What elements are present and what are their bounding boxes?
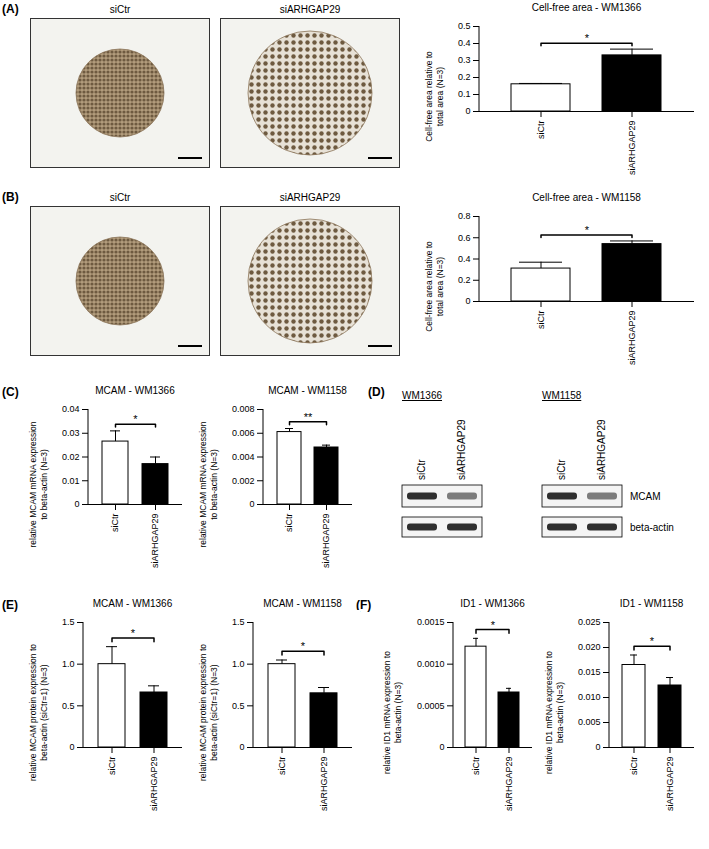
svg-text:siARHGAP29: siARHGAP29 bbox=[150, 514, 160, 569]
html-text:ID1 - WM1158: ID1 - WM1158 bbox=[619, 598, 684, 609]
svg-text:siARHGAP29: siARHGAP29 bbox=[456, 419, 467, 480]
svg-text:0.02: 0.02 bbox=[62, 452, 80, 462]
html-text:MCAM - WM1366: MCAM - WM1366 bbox=[92, 598, 173, 609]
html-text:siCtr: siCtr bbox=[109, 4, 131, 15]
svg-text:1.5: 1.5 bbox=[232, 617, 245, 627]
svg-text:0.8: 0.8 bbox=[458, 211, 471, 221]
html-text:(B): (B) bbox=[2, 190, 19, 204]
svg-text:0.4: 0.4 bbox=[458, 254, 471, 264]
svg-text:*: * bbox=[585, 224, 590, 236]
svg-text:0.5: 0.5 bbox=[62, 701, 75, 711]
svg-text:relative ID1 mRNA expression t: relative ID1 mRNA expression tobeta-acti… bbox=[544, 651, 565, 774]
svg-text:siCtr: siCtr bbox=[107, 757, 117, 776]
svg-text:0.6: 0.6 bbox=[458, 233, 471, 243]
svg-text:0.0015: 0.0015 bbox=[417, 617, 445, 627]
svg-text:**: ** bbox=[304, 411, 313, 423]
svg-text:0.01: 0.01 bbox=[62, 476, 80, 486]
svg-text:0.004: 0.004 bbox=[232, 452, 255, 462]
svg-text:*: * bbox=[133, 413, 138, 425]
svg-text:relative MCAM protein expressi: relative MCAM protein expression tobeta-… bbox=[28, 644, 49, 781]
html-text:(D): (D) bbox=[368, 385, 385, 399]
svg-text:0.0005: 0.0005 bbox=[417, 701, 445, 711]
svg-text:0.1: 0.1 bbox=[458, 89, 471, 99]
svg-text:0: 0 bbox=[465, 106, 470, 116]
svg-text:0: 0 bbox=[439, 742, 444, 752]
svg-text:siARHGAP29: siARHGAP29 bbox=[627, 121, 637, 176]
svg-text:siARHGAP29: siARHGAP29 bbox=[321, 514, 331, 569]
svg-text:0.006: 0.006 bbox=[232, 428, 255, 438]
svg-text:0.002: 0.002 bbox=[232, 476, 255, 486]
svg-text:0: 0 bbox=[69, 742, 74, 752]
svg-text:siARHGAP29: siARHGAP29 bbox=[665, 757, 675, 812]
svg-text:*: * bbox=[650, 635, 655, 647]
svg-text:*: * bbox=[131, 627, 136, 639]
html-text:Cell-free area - WM1158: Cell-free area - WM1158 bbox=[532, 192, 641, 203]
svg-text:relative MCAM mRNA expressiont: relative MCAM mRNA expressionto beta-act… bbox=[198, 421, 219, 547]
svg-text:0.04: 0.04 bbox=[62, 404, 80, 414]
svg-text:siCtr: siCtr bbox=[110, 514, 120, 533]
html-text:(C): (C) bbox=[2, 385, 19, 399]
html-text:ID1 - WM1366: ID1 - WM1366 bbox=[460, 598, 525, 609]
svg-text:0.03: 0.03 bbox=[62, 428, 80, 438]
svg-text:siCtr: siCtr bbox=[536, 311, 546, 330]
svg-text:siARHGAP29: siARHGAP29 bbox=[504, 757, 514, 812]
svg-text:0.2: 0.2 bbox=[458, 72, 471, 82]
svg-text:siCtr: siCtr bbox=[284, 514, 294, 533]
svg-text:siARHGAP29: siARHGAP29 bbox=[149, 757, 159, 812]
svg-text:0: 0 bbox=[595, 742, 600, 752]
svg-text:0.0010: 0.0010 bbox=[417, 659, 445, 669]
html-text:MCAM - WM1158: MCAM - WM1158 bbox=[263, 598, 342, 609]
html-text:siARHGAP29: siARHGAP29 bbox=[279, 192, 341, 203]
svg-text:*: * bbox=[585, 32, 590, 44]
html-text:(A): (A) bbox=[2, 2, 19, 16]
html-text:(F): (F) bbox=[356, 598, 372, 612]
svg-text:0.015: 0.015 bbox=[578, 667, 601, 677]
svg-text:0.5: 0.5 bbox=[232, 701, 245, 711]
svg-text:0: 0 bbox=[74, 499, 79, 509]
html-text:(E): (E) bbox=[2, 598, 18, 612]
svg-text:0.025: 0.025 bbox=[578, 617, 601, 627]
svg-text:0.2: 0.2 bbox=[458, 275, 471, 285]
html-text:MCAM - WM1158: MCAM - WM1158 bbox=[268, 385, 347, 396]
svg-text:*: * bbox=[491, 619, 496, 631]
svg-text:0: 0 bbox=[465, 296, 470, 306]
svg-text:relative ID1 mRNA expression t: relative ID1 mRNA expression tobeta-acti… bbox=[382, 651, 403, 774]
svg-text:1.0: 1.0 bbox=[232, 659, 245, 669]
svg-text:WM1158: WM1158 bbox=[542, 390, 582, 401]
svg-text:0.3: 0.3 bbox=[458, 55, 471, 65]
svg-text:0: 0 bbox=[239, 742, 244, 752]
svg-text:siARHGAP29: siARHGAP29 bbox=[319, 757, 329, 812]
svg-text:siCtr: siCtr bbox=[536, 121, 546, 140]
svg-text:0.008: 0.008 bbox=[232, 404, 255, 414]
svg-text:1.5: 1.5 bbox=[62, 617, 75, 627]
svg-text:MCAM: MCAM bbox=[630, 491, 661, 502]
svg-text:relative MCAM protein expressi: relative MCAM protein expression tobeta-… bbox=[198, 644, 219, 781]
svg-text:1.0: 1.0 bbox=[62, 659, 75, 669]
svg-text:relative MCAM mRNA expressiont: relative MCAM mRNA expressionto beta-act… bbox=[28, 421, 49, 547]
svg-text:0: 0 bbox=[249, 499, 254, 509]
svg-text:siCtr: siCtr bbox=[416, 459, 427, 480]
svg-text:0.010: 0.010 bbox=[578, 692, 601, 702]
svg-text:siCtr: siCtr bbox=[471, 757, 481, 776]
svg-text:siCtr: siCtr bbox=[277, 757, 287, 776]
svg-text:beta-actin: beta-actin bbox=[630, 522, 674, 533]
svg-text:siCtr: siCtr bbox=[629, 757, 639, 776]
html-text:Cell-free area - WM1366: Cell-free area - WM1366 bbox=[531, 2, 642, 13]
svg-text:siARHGAP29: siARHGAP29 bbox=[627, 311, 637, 366]
svg-text:0.5: 0.5 bbox=[458, 21, 471, 31]
svg-text:0.4: 0.4 bbox=[458, 38, 471, 48]
svg-text:siARHGAP29: siARHGAP29 bbox=[596, 419, 607, 480]
svg-text:Cell-free area relative totota: Cell-free area relative tototal area (N=… bbox=[424, 51, 445, 142]
svg-text:siCtr: siCtr bbox=[556, 459, 567, 480]
svg-text:Cell-free area relative totota: Cell-free area relative tototal area (N=… bbox=[424, 241, 445, 332]
svg-text:WM1366: WM1366 bbox=[402, 390, 442, 401]
html-text:siCtr: siCtr bbox=[109, 192, 131, 203]
svg-text:*: * bbox=[301, 640, 306, 652]
html-text:MCAM - WM1366: MCAM - WM1366 bbox=[95, 385, 175, 396]
svg-text:0.005: 0.005 bbox=[578, 717, 601, 727]
svg-text:0.020: 0.020 bbox=[578, 642, 601, 652]
html-text:siARHGAP29: siARHGAP29 bbox=[279, 4, 341, 15]
